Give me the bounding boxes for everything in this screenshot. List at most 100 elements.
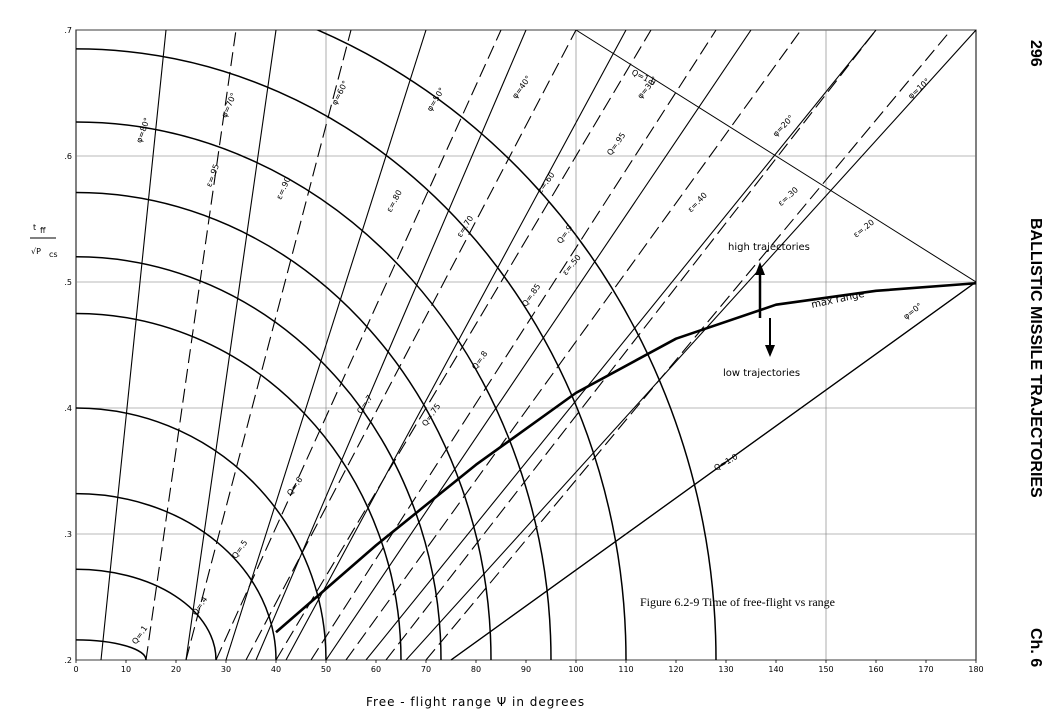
q-curve — [76, 568, 217, 660]
phi-line — [225, 30, 427, 660]
x-tick-label: 130 — [718, 665, 733, 674]
x-tick-label: 60 — [371, 665, 381, 674]
q-curve-label: Q=.1 — [130, 624, 149, 646]
phi-line-label: φ=0° — [902, 301, 924, 321]
eps-line — [245, 30, 577, 660]
eps-line-label: ε=.80 — [385, 188, 404, 213]
q-curve — [76, 256, 442, 660]
phi-lines — [100, 30, 976, 660]
eps-line-label: ε=.20 — [852, 218, 876, 240]
y-tick-label: .6 — [64, 152, 72, 161]
x-tick-label: 10 — [121, 665, 131, 674]
eps-line-label: ε=.40 — [686, 191, 709, 214]
q-curve — [76, 312, 402, 660]
phi-line — [365, 30, 877, 660]
phi-line-label: φ=60° — [330, 79, 350, 106]
x-tick-label: 170 — [918, 665, 933, 674]
x-tick-label: 160 — [868, 665, 883, 674]
x-tick-label: 100 — [568, 665, 583, 674]
low-trajectories-label: low trajectories — [723, 368, 800, 379]
phi-line — [100, 30, 167, 660]
page-number: 296 — [1027, 40, 1044, 67]
y-tick-label: .5 — [64, 278, 72, 287]
max-range-label: max range — [810, 289, 865, 311]
q1-upper-line — [575, 30, 976, 283]
phi-line — [405, 30, 976, 660]
eps-line-label: ε=.50 — [561, 253, 583, 277]
x-ticks: 0 10 20 30 40 50 60 70 80 90 100 110 120 130 140 150 160… — [73, 660, 984, 674]
x-tick-label: 110 — [618, 665, 633, 674]
y-axis-label: t ff √P cs — [30, 223, 58, 259]
svg-text:cs: cs — [49, 250, 58, 259]
q-curve — [76, 191, 492, 660]
max-range-curve — [275, 281, 977, 634]
x-tick-label: 150 — [818, 665, 833, 674]
x-tick-label: 0 — [73, 665, 78, 674]
eps-line-label: ε=.60 — [535, 170, 556, 195]
figure-caption: Figure 6.2-9 Time of free-flight vs rang… — [640, 595, 835, 609]
phi-line — [285, 30, 627, 660]
q-curve — [76, 407, 327, 660]
q-curve — [76, 48, 627, 660]
y-label-top: t — [33, 223, 36, 232]
q-curves — [76, 30, 976, 660]
y-tick-label: .2 — [64, 656, 72, 665]
q-curve — [76, 492, 277, 660]
x-tick-label: 30 — [221, 665, 231, 674]
eps-line — [425, 30, 952, 660]
eps-line — [385, 30, 877, 660]
y-tick-label: .7 — [64, 26, 72, 35]
x-tick-label: 40 — [271, 665, 281, 674]
q-curve — [76, 121, 552, 660]
eps-line — [310, 30, 717, 660]
q-curve-label: Q=.4 — [190, 595, 209, 617]
q-curve-label: Q=.5 — [230, 538, 249, 560]
x-tick-label: 120 — [668, 665, 683, 674]
x-tick-label: 20 — [171, 665, 181, 674]
y-ticks: .2 .3 .4 .5 .6 .7 — [64, 26, 72, 665]
y-label-sub: ff — [40, 226, 46, 235]
eps-line — [185, 30, 352, 660]
chapter-label: Ch. 6 — [1027, 628, 1044, 668]
eps-line-label: ε=.90 — [275, 176, 293, 201]
x-tick-label: 140 — [768, 665, 783, 674]
phi-line-label: φ=70° — [220, 91, 239, 119]
phi-line — [185, 30, 277, 660]
x-tick-label: 90 — [521, 665, 531, 674]
q-curve-label: Q=.8 — [470, 349, 489, 371]
phi-line — [325, 30, 752, 660]
eps-line — [145, 30, 237, 660]
high-trajectories-label: high trajectories — [728, 242, 810, 253]
eps-line — [275, 30, 652, 660]
high-arrow — [755, 262, 765, 318]
q1-line-label: Q=1.0 — [713, 452, 740, 473]
q-curve — [76, 639, 147, 660]
phi-line-label: φ=40° — [510, 74, 533, 100]
q-curve-label: Q=.6 — [285, 475, 304, 497]
eps-line — [345, 30, 802, 660]
eps-line — [215, 30, 502, 660]
q-curve-label: Q=.95 — [605, 131, 627, 157]
eps-line-label: ε=.30 — [776, 185, 800, 208]
x-tick-label: 70 — [421, 665, 431, 674]
phi-line — [255, 30, 527, 660]
q-curve — [315, 30, 717, 660]
extras — [275, 281, 977, 661]
y-label-bottom: √P — [31, 247, 41, 256]
phi-line-label: φ=80° — [134, 116, 151, 144]
low-arrow — [765, 318, 775, 357]
q1-line — [450, 281, 977, 661]
running-title: BALLISTIC MISSILE TRAJECTORIES — [1027, 218, 1044, 498]
eps-lines — [145, 30, 952, 660]
eps-line-label: ε=.95 — [204, 163, 221, 188]
x-tick-label: 180 — [968, 665, 983, 674]
y-tick-label: .4 — [64, 404, 72, 413]
phi-line-label: φ=50° — [425, 86, 447, 113]
q-curve-label: Q=.9 — [555, 223, 574, 245]
phi-line-label: φ=10° — [906, 77, 931, 101]
x-tick-label: 80 — [471, 665, 481, 674]
y-tick-label: .3 — [64, 530, 72, 539]
x-tick-label: 50 — [321, 665, 331, 674]
x-axis-label: Free - flight range Ψ in degrees — [366, 695, 585, 709]
